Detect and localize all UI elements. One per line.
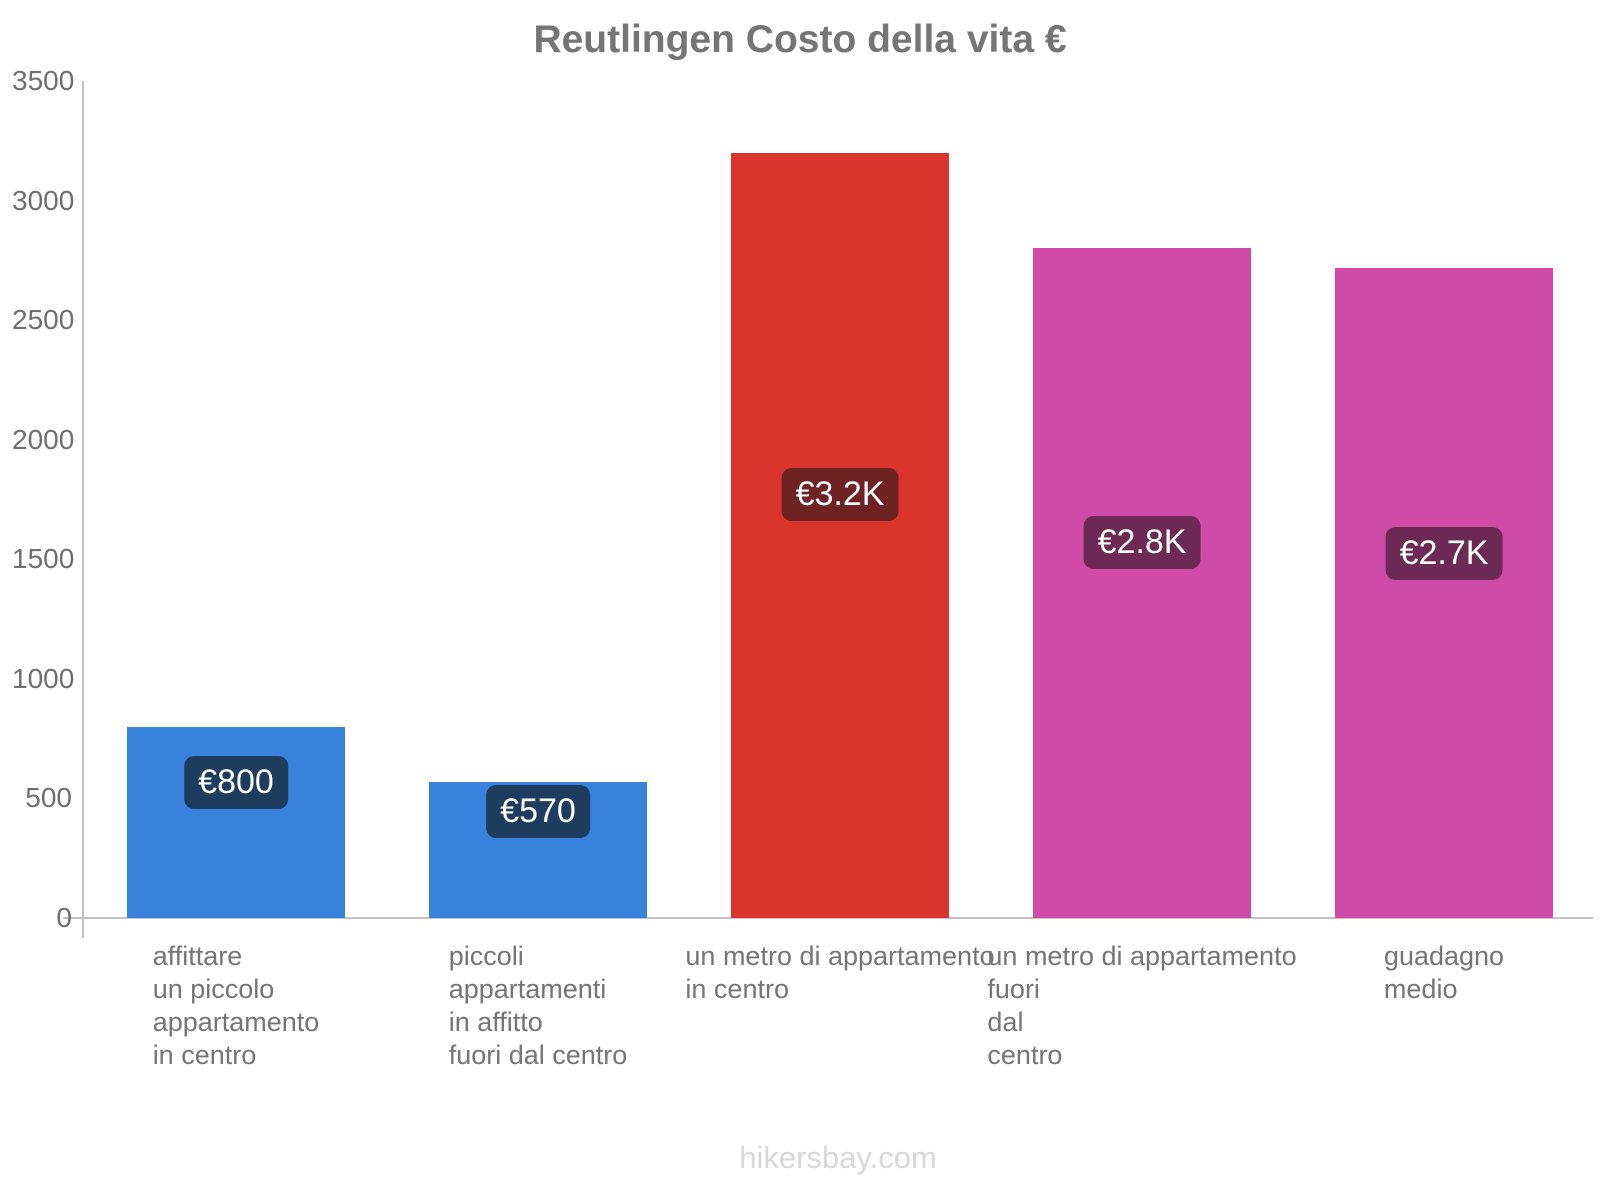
x-category-label-5: guadagno medio	[1384, 940, 1504, 1006]
x-category-label-line: un piccolo	[152, 974, 275, 1004]
x-category-label-4: un metro di appartamento fuori dal centro	[987, 940, 1296, 1072]
bar-4	[1033, 248, 1251, 918]
watermark-text: hikersbay.com	[739, 1140, 937, 1175]
y-tick-label: 2000	[12, 423, 75, 455]
x-category-label-line: centro	[987, 1040, 1063, 1070]
x-category-label-1: affittare un piccolo appartamento in centro	[153, 940, 320, 1072]
y-tick-label: 3000	[12, 184, 75, 216]
y-tick-label: 1500	[12, 543, 75, 575]
x-category-label-2: piccoli appartamenti in affitto fuori dal c…	[449, 940, 628, 1072]
x-category-label-line: guadagno	[1383, 941, 1505, 971]
x-category-label-line: in centro	[685, 974, 789, 1004]
x-category-label-line: un metro di appartamento	[987, 941, 1297, 971]
value-badge-3: €3.2K	[781, 468, 899, 521]
value-badge-4: €2.8K	[1083, 516, 1201, 569]
x-category-label-line: fuori dal centro	[448, 1040, 628, 1070]
y-tick-label: 500	[25, 782, 72, 814]
y-tick-label: 2500	[12, 304, 75, 336]
x-category-label-line: un metro di appartamento	[685, 941, 995, 971]
x-category-label-line: in centro	[152, 1040, 257, 1070]
x-category-label-line: dal	[987, 1007, 1024, 1037]
x-category-label-line: appartamenti	[448, 974, 607, 1004]
x-category-label-line: piccoli	[448, 941, 524, 971]
y-tick-label: 0	[56, 902, 72, 933]
x-category-label-line: medio	[1383, 974, 1458, 1004]
value-badge-2: €570	[486, 785, 590, 838]
y-tick-label: 1000	[12, 662, 75, 694]
x-category-label-line: appartamento	[152, 1007, 320, 1037]
x-category-label-line: fuori	[987, 974, 1040, 1004]
x-category-label-line: in affitto	[448, 1007, 543, 1037]
chart-title: Reutlingen Costo della vita €	[533, 18, 1067, 61]
value-badge-5: €2.7K	[1385, 527, 1503, 580]
x-category-label-line: affittare	[152, 941, 243, 971]
x-axis-line	[63, 917, 1593, 919]
y-tick-label: 3500	[12, 65, 75, 96]
y-axis-line	[82, 81, 84, 938]
value-badge-1: €800	[184, 756, 288, 809]
bar-3	[731, 153, 949, 918]
bar-5	[1335, 268, 1553, 918]
x-category-label-3: un metro di appartamento in centro	[685, 940, 994, 1006]
